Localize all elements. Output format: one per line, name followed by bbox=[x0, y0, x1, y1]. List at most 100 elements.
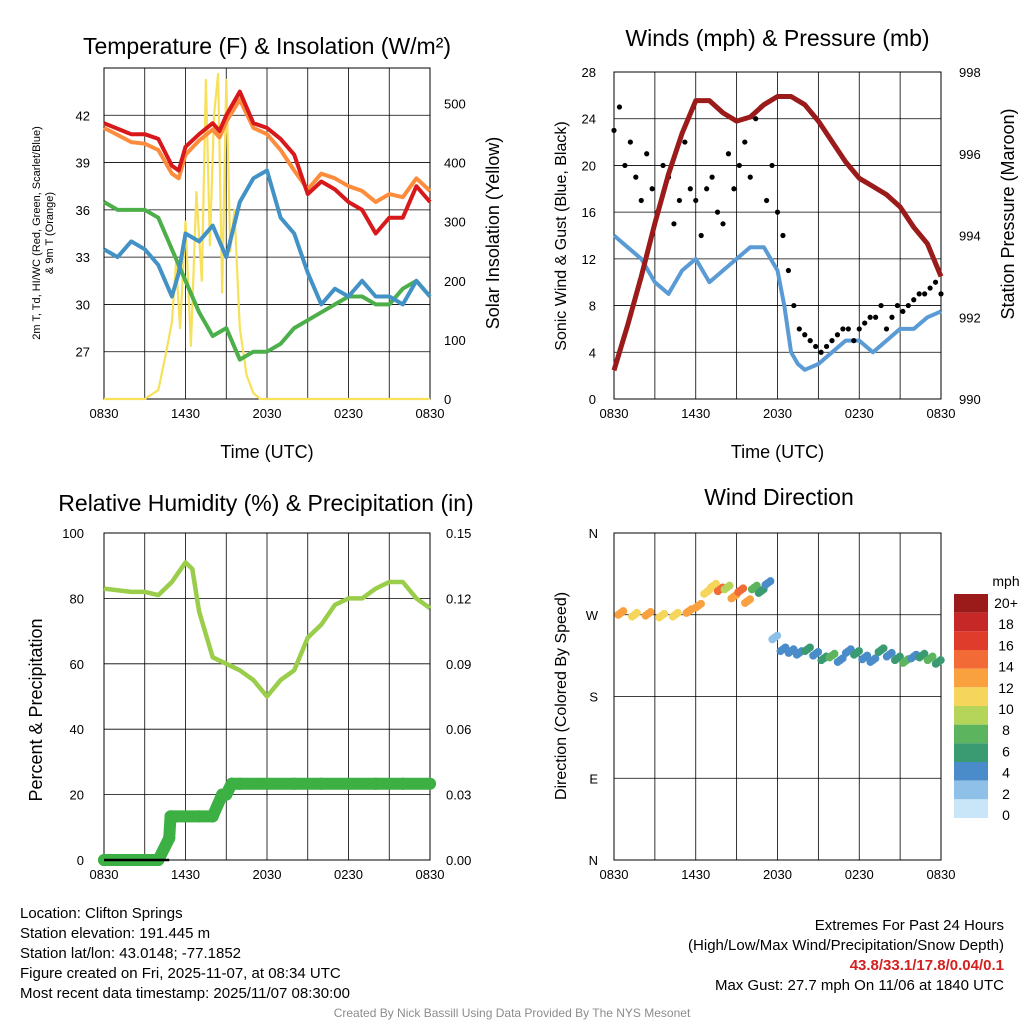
gust-point bbox=[622, 162, 628, 169]
direction-point bbox=[752, 581, 761, 590]
precip-point bbox=[179, 810, 192, 823]
y-axis-label: & 9m T (Orange) bbox=[44, 192, 56, 274]
colorbar-label: 8 bbox=[1002, 722, 1010, 738]
y-tick-label: 12 bbox=[582, 252, 596, 267]
x-tick-label: 2030 bbox=[253, 867, 282, 882]
x-tick-label: 0830 bbox=[90, 406, 119, 421]
precip-point bbox=[193, 810, 206, 823]
gust-point bbox=[671, 221, 677, 227]
gust-point bbox=[840, 326, 846, 332]
gust-point bbox=[769, 162, 775, 169]
gust-point bbox=[796, 326, 802, 332]
direction-point bbox=[805, 643, 814, 652]
gust-point bbox=[633, 174, 639, 180]
y-tick-label: 16 bbox=[582, 205, 596, 220]
direction-point bbox=[673, 608, 682, 617]
station-info: Location: Clifton Springs Station elevat… bbox=[20, 904, 350, 1004]
series-line-insolation bbox=[104, 72, 430, 401]
direction-point bbox=[632, 608, 641, 617]
gust-point bbox=[638, 197, 644, 204]
gust-point bbox=[905, 302, 911, 309]
y-tick-label: 0 bbox=[589, 392, 596, 407]
precip-point bbox=[220, 788, 233, 801]
extremes-values: 43.8/33.1/17.8/0.04/0.1 bbox=[849, 957, 1004, 974]
x-tick-label: 0230 bbox=[334, 406, 363, 421]
gust-point bbox=[894, 302, 901, 309]
gust-point bbox=[682, 139, 688, 145]
direction-point bbox=[619, 607, 628, 616]
y-axis-label: 2m T, Td, HI/WC (Red, Green, Scarlet/Blu… bbox=[31, 126, 43, 340]
x-tick-label: 0830 bbox=[927, 867, 956, 882]
y2-tick-label: 996 bbox=[959, 147, 981, 162]
precip-point bbox=[424, 777, 436, 790]
y2-tick-label: 500 bbox=[444, 96, 466, 111]
gust-point bbox=[878, 302, 884, 309]
gust-point bbox=[883, 326, 890, 332]
station-location: Location: Clifton Springs bbox=[20, 905, 183, 922]
y2-tick-label: 0.12 bbox=[446, 591, 471, 606]
series-line-temp bbox=[103, 89, 432, 236]
x-tick-label: 0830 bbox=[416, 406, 445, 421]
station-latlon: Station lat/lon: 43.0148; -77.1852 bbox=[20, 945, 242, 962]
series-line-pressure bbox=[611, 94, 944, 372]
gust-point bbox=[900, 308, 906, 315]
direction-point bbox=[887, 648, 896, 657]
chart-title: Wind Direction bbox=[704, 484, 854, 510]
precip-point bbox=[288, 777, 301, 790]
gust-point bbox=[660, 162, 666, 169]
x-tick-label: 0230 bbox=[845, 867, 874, 882]
gust-point bbox=[889, 314, 895, 320]
gust-point bbox=[802, 332, 808, 338]
colorbar-swatch bbox=[954, 743, 988, 762]
gust-point bbox=[829, 338, 835, 344]
y-tick-label: 0 bbox=[77, 853, 84, 868]
gust-point bbox=[693, 197, 699, 204]
gust-point bbox=[851, 338, 857, 344]
gust-point bbox=[911, 297, 917, 303]
x-tick-label: 1430 bbox=[171, 406, 200, 421]
colorbar-swatch bbox=[954, 650, 988, 669]
series-line-sonic bbox=[612, 233, 942, 372]
colorbar-label: 18 bbox=[998, 616, 1014, 632]
y2-tick-label: 400 bbox=[444, 156, 466, 171]
y-tick-label: S bbox=[589, 690, 598, 705]
direction-point bbox=[895, 652, 904, 661]
x-tick-label: 0230 bbox=[334, 867, 363, 882]
y2-tick-label: 100 bbox=[444, 333, 466, 348]
x-tick-label: 2030 bbox=[253, 406, 282, 421]
colorbar-swatch bbox=[954, 762, 988, 781]
colorbar-swatch bbox=[954, 668, 988, 688]
y-tick-label: 33 bbox=[76, 250, 90, 265]
gust-point bbox=[834, 332, 841, 338]
colorbar-label: 2 bbox=[1002, 786, 1010, 802]
direction-point bbox=[830, 649, 839, 658]
colorbar-label: 0 bbox=[1002, 807, 1010, 823]
gust-point bbox=[818, 349, 824, 355]
gust-point bbox=[823, 343, 830, 350]
y2-tick-label: 998 bbox=[959, 65, 981, 80]
x-tick-label: 1430 bbox=[681, 406, 710, 421]
colorbar-swatch bbox=[954, 780, 988, 800]
gust-point bbox=[791, 302, 797, 309]
y2-tick-label: 0.15 bbox=[446, 526, 471, 541]
y2-tick-label: 992 bbox=[959, 310, 981, 325]
colorbar-swatch bbox=[954, 724, 988, 744]
x-tick-label: 1430 bbox=[171, 867, 200, 882]
chart-title: Relative Humidity (%) & Precipitation (i… bbox=[58, 490, 473, 516]
y-tick-label: N bbox=[589, 526, 598, 541]
series-line-wind_chill bbox=[103, 168, 432, 307]
direction-point bbox=[936, 656, 945, 665]
y2-tick-label: 0.03 bbox=[446, 788, 471, 803]
gust-point bbox=[780, 232, 786, 239]
precip-point bbox=[261, 777, 273, 790]
x-tick-label: 0830 bbox=[600, 867, 629, 882]
y2-tick-label: 0.06 bbox=[446, 722, 471, 737]
y2-tick-label: 0.09 bbox=[446, 657, 471, 672]
direction-point bbox=[871, 654, 880, 663]
gust-point bbox=[856, 326, 862, 332]
y-axis-label: Direction (Colored By Speed) bbox=[553, 592, 570, 800]
y-tick-label: 4 bbox=[589, 345, 596, 360]
colorbar-title: mph bbox=[992, 573, 1019, 589]
precip-point bbox=[342, 777, 355, 790]
